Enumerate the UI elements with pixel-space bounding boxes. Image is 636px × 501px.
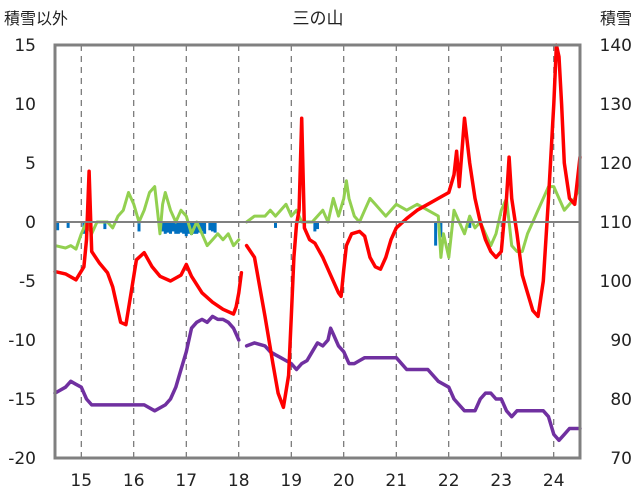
gridlines xyxy=(80,45,555,458)
left-tick-label: 5 xyxy=(25,154,36,174)
red-line-segment-1 xyxy=(244,43,582,410)
x-tick-label: 19 xyxy=(280,471,302,491)
blue-bar-11 xyxy=(174,222,178,234)
blue-bar-12 xyxy=(176,222,180,234)
blue-bar-8 xyxy=(166,222,170,233)
blue-bar-24 xyxy=(211,222,214,232)
plot-frame xyxy=(53,43,582,460)
x-tick-label: 17 xyxy=(175,471,197,491)
right-tick-label: 70 xyxy=(610,449,632,469)
red-line-segment-0 xyxy=(53,169,244,327)
blue-bar-26 xyxy=(274,222,277,228)
x-tick-label: 21 xyxy=(385,471,407,491)
blue-bar-4 xyxy=(137,222,141,232)
right-tick-label: 100 xyxy=(600,272,632,292)
chart-title: 三の山 xyxy=(293,9,344,29)
x-tick-label: 24 xyxy=(543,471,565,491)
right-tick-label: 140 xyxy=(600,36,632,56)
blue-bar-31 xyxy=(468,222,472,228)
blue-bar-9 xyxy=(169,222,172,234)
blue-bar-28 xyxy=(316,222,319,230)
x-tick-label: 15 xyxy=(70,471,92,491)
blue-bar-6 xyxy=(161,222,165,232)
x-tick-label: 18 xyxy=(228,471,250,491)
left-tick-label: -10 xyxy=(8,331,36,351)
x-tick-label: 16 xyxy=(123,471,145,491)
left-axis-label: 積雪以外 xyxy=(4,9,68,28)
right-tick-label: 110 xyxy=(600,213,632,233)
right-tick-label: 90 xyxy=(610,331,632,351)
green-line-segment-1 xyxy=(245,179,582,259)
left-tick-label: 10 xyxy=(14,95,36,115)
right-tick-label: 120 xyxy=(600,154,632,174)
blue-bar-10 xyxy=(171,222,175,232)
purple-line-segment-1 xyxy=(244,326,582,443)
blue-bar-14 xyxy=(182,222,186,234)
left-tick-label: -5 xyxy=(19,272,36,292)
tick-labels: 15 10 5 0 -5 -10 -15 -20 140 130 120 110 100 90 80 70 15… xyxy=(8,36,632,491)
blue-bar-25 xyxy=(213,222,217,233)
blue-bar-15 xyxy=(184,222,188,237)
blue-bar-13 xyxy=(179,222,183,233)
blue-bar-29 xyxy=(434,222,438,246)
x-tick-label: 22 xyxy=(438,471,460,491)
blue-bar-30 xyxy=(439,222,443,238)
blue-bar-0 xyxy=(56,222,60,231)
blue-bar-19 xyxy=(195,222,199,234)
blue-bar-7 xyxy=(163,222,167,234)
right-tick-label: 80 xyxy=(610,390,632,410)
purple-line-segment-0 xyxy=(53,314,241,413)
blue-bar-3 xyxy=(103,222,107,230)
left-tick-label: 15 xyxy=(14,36,36,56)
blue-bar-27 xyxy=(313,222,317,232)
x-tick-label: 23 xyxy=(490,471,512,491)
blue-bar-23 xyxy=(208,222,212,231)
right-axis-label: 積雪 xyxy=(600,9,632,28)
blue-bar-22 xyxy=(203,222,207,234)
blue-bar-1 xyxy=(66,222,70,228)
left-tick-label: -15 xyxy=(8,390,36,410)
line-series-group xyxy=(53,43,582,443)
right-tick-label: 130 xyxy=(600,95,632,115)
blue-bar-21 xyxy=(200,222,204,232)
left-tick-label: 0 xyxy=(25,213,36,233)
left-tick-label: -20 xyxy=(8,449,36,469)
x-tick-label: 20 xyxy=(333,471,355,491)
